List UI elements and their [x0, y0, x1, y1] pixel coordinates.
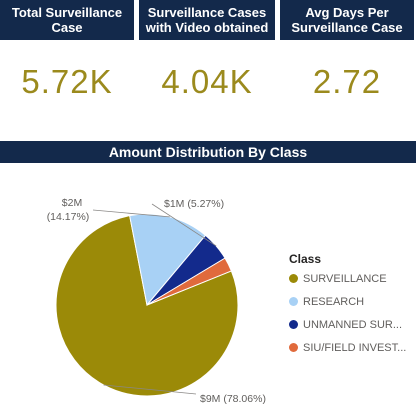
pie-chart: $9M (78.06%) $2M (14.17%) $1M (5.27%)	[47, 197, 266, 405]
kpi-title-line1: Surveillance Cases	[147, 5, 267, 20]
legend-marker-icon	[289, 274, 298, 283]
data-label-percent: (14.17%)	[47, 211, 90, 223]
kpi-title-line2: Case	[51, 20, 83, 35]
legend-label: SURVEILLANCE	[303, 273, 387, 285]
pie-slice-research[interactable]	[129, 213, 207, 307]
legend-item[interactable]: SURVEILLANCE	[289, 272, 387, 286]
legend-label: UNMANNED SUR...	[303, 319, 403, 331]
kpi-avg-days-value: 2.72	[312, 63, 382, 100]
legend-item[interactable]: SIU/FIELD INVEST...	[289, 341, 406, 355]
data-label-value: $2M	[62, 197, 82, 209]
data-label: $1M (5.27%)	[164, 198, 224, 210]
kpi-total-surveillance-value: 5.72K	[21, 63, 113, 100]
legend-marker-icon	[289, 320, 298, 329]
leader-line	[103, 384, 197, 395]
pie-slice-siu-field-invest[interactable]	[146, 257, 233, 306]
kpi-title-line1: Avg Days Per	[305, 5, 389, 20]
pie-slice-surveillance[interactable]	[55, 215, 239, 397]
legend-item[interactable]: RESEARCH	[289, 295, 364, 309]
legend-label: RESEARCH	[303, 296, 365, 308]
kpi-total-surveillance-header: Total Surveillance Case	[0, 0, 134, 40]
leader-line	[92, 209, 170, 218]
kpi-avg-days-header: Avg Days Per Surveillance Case	[280, 0, 414, 40]
leader-line	[151, 203, 217, 247]
kpi-video-obtained-value: 4.04K	[161, 63, 253, 100]
legend-title: Class	[289, 252, 322, 266]
legend-marker-icon	[289, 297, 298, 306]
chart-title-bar: Amount Distribution By Class	[0, 141, 416, 163]
kpi-title-line2: with Video obtained	[145, 20, 269, 35]
legend-marker-icon	[289, 343, 298, 352]
kpi-title-line1: Total Surveillance	[11, 5, 123, 20]
kpi-video-obtained-header: Surveillance Cases with Video obtained	[139, 0, 275, 40]
legend-item[interactable]: UNMANNED SUR...	[289, 318, 402, 332]
legend-label: SIU/FIELD INVEST...	[303, 342, 407, 354]
kpi-title-line2: Surveillance Case	[291, 20, 403, 35]
data-label: $9M (78.06%)	[200, 393, 266, 405]
